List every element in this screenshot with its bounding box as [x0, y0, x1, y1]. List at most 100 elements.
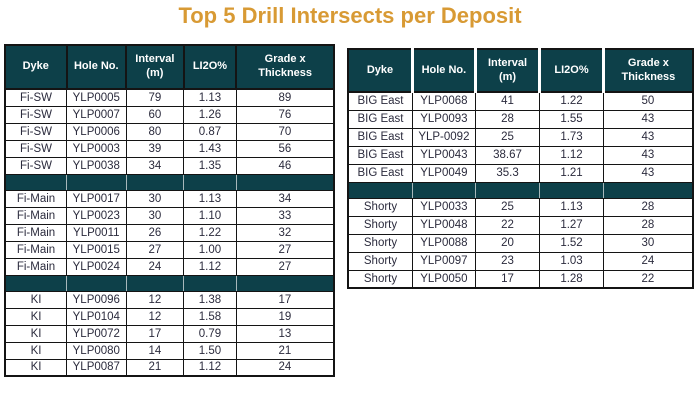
table-row: Fi-SW YLP0006 80 0.87 70 — [4, 122, 335, 141]
table-cell: 76 — [235, 105, 335, 124]
table-row: Shorty YLP0033 25 1.13 28 — [347, 197, 694, 217]
table-cell: KI — [4, 324, 68, 343]
table-cell: 43 — [602, 163, 694, 183]
table-cell: 43 — [602, 145, 694, 165]
column-header: Hole No. — [65, 44, 128, 90]
table-cell: 30 — [602, 233, 694, 253]
table-cell: YLP0023 — [66, 206, 127, 225]
table-cell: YLP0068 — [412, 91, 476, 111]
group-separator-row — [347, 181, 694, 199]
table-cell: 1.26 — [183, 105, 237, 124]
table-cell: Fi-SW — [4, 156, 68, 175]
table-row: Fi-Main YLP0024 24 1.12 27 — [4, 257, 335, 276]
table-cell: 89 — [235, 88, 335, 107]
table-cell: BIG East — [347, 163, 413, 183]
table-cell: 1.13 — [183, 88, 237, 107]
table-row: Fi-SW YLP0003 39 1.43 56 — [4, 139, 335, 158]
table-row: Fi-Main YLP0015 27 1.00 27 — [4, 240, 335, 259]
page-title: Top 5 Drill Intersects per Deposit — [178, 3, 522, 28]
separator-cell — [602, 181, 694, 199]
table-row: BIG East YLP0049 35.3 1.21 43 — [347, 163, 694, 183]
table-cell: BIG East — [347, 127, 413, 147]
table-cell: 22 — [602, 269, 694, 289]
table-cell: 34 — [235, 189, 335, 208]
table-cell: 28 — [602, 215, 694, 235]
table-cell: 1.03 — [539, 251, 604, 271]
table-cell: 12 — [125, 290, 185, 309]
table-cell: KI — [4, 290, 68, 309]
table-cell: 1.10 — [183, 206, 237, 225]
table-row: Shorty YLP0050 17 1.28 22 — [347, 269, 694, 289]
table-cell: YLP0080 — [66, 341, 127, 360]
table-cell: 50 — [602, 91, 694, 111]
table-cell: 0.79 — [183, 324, 237, 343]
separator-cell — [474, 181, 541, 199]
table-cell: 34 — [125, 156, 185, 175]
table-cell: 17 — [235, 290, 335, 309]
table-cell: Fi-Main — [4, 240, 68, 259]
table-row: KI YLP0072 17 0.79 13 — [4, 324, 335, 343]
column-header: Interval (m) — [125, 44, 185, 90]
drill-intersects-table-right: Dyke Hole No. Interval (m) LI2O% Grade x Thi… — [347, 48, 694, 289]
table-cell: YLP0093 — [412, 109, 476, 129]
drill-intersects-table-left: Dyke Hole No. Interval (m) LI2O% Grade x Thi… — [4, 44, 335, 377]
table-cell: YLP0104 — [66, 307, 127, 326]
separator-cell — [412, 181, 476, 199]
table-cell: BIG East — [347, 109, 413, 129]
separator-cell — [347, 181, 413, 199]
table-cell: 46 — [235, 156, 335, 175]
table-cell: 1.58 — [183, 307, 237, 326]
table-cell: YLP0024 — [66, 257, 127, 276]
table-cell: 25 — [474, 127, 541, 147]
table-row: Fi-SW YLP0005 79 1.13 89 — [4, 88, 335, 107]
column-header: Dyke — [347, 48, 414, 93]
table-cell: YLP0007 — [66, 105, 127, 124]
table-row: BIG East YLP0068 41 1.22 50 — [347, 91, 694, 111]
table-cell: Fi-Main — [4, 189, 68, 208]
separator-cell — [4, 173, 68, 191]
table-cell: YLP0011 — [66, 223, 127, 242]
table-cell: BIG East — [347, 91, 413, 111]
separator-cell — [66, 173, 127, 191]
table-cell: YLP0072 — [66, 324, 127, 343]
table-row: BIG East YLP0043 38.67 1.12 43 — [347, 145, 694, 165]
table-cell: 20 — [474, 233, 541, 253]
separator-cell — [183, 274, 237, 292]
table-cell: YLP0087 — [66, 358, 127, 377]
table-cell: 1.55 — [539, 109, 604, 129]
table-cell: YLP0043 — [412, 145, 476, 165]
table-cell: 25 — [474, 197, 541, 217]
table-cell: 30 — [125, 189, 185, 208]
separator-cell — [235, 173, 335, 191]
table-cell: KI — [4, 307, 68, 326]
table-cell: 27 — [125, 240, 185, 259]
table-row: Fi-Main YLP0023 30 1.10 33 — [4, 206, 335, 225]
table-cell: Shorty — [347, 269, 413, 289]
table-cell: YLP0003 — [66, 139, 127, 158]
table-cell: 21 — [125, 358, 185, 377]
table-cell: Fi-SW — [4, 122, 68, 141]
table-cell: YLP0096 — [66, 290, 127, 309]
table-row: Shorty YLP0097 23 1.03 24 — [347, 251, 694, 271]
table-cell: 1.50 — [183, 341, 237, 360]
table-cell: 43 — [602, 109, 694, 129]
table-cell: 43 — [602, 127, 694, 147]
table-cell: 17 — [474, 269, 541, 289]
table-cell: 33 — [235, 206, 335, 225]
separator-cell — [125, 173, 185, 191]
table-cell: 24 — [235, 358, 335, 377]
table-row: Fi-Main YLP0011 26 1.22 32 — [4, 223, 335, 242]
table-cell: 1.38 — [183, 290, 237, 309]
table-cell: YLP0097 — [412, 251, 476, 271]
table-cell: 24 — [602, 251, 694, 271]
separator-cell — [125, 274, 185, 292]
table-cell: 24 — [125, 257, 185, 276]
table-cell: Fi-Main — [4, 223, 68, 242]
table-cell: KI — [4, 341, 68, 360]
table-cell: YLP0017 — [66, 189, 127, 208]
column-header: LI2O% — [182, 44, 238, 90]
table-cell: YLP0088 — [412, 233, 476, 253]
table-cell: 17 — [125, 324, 185, 343]
header-row: Dyke Hole No. Interval (m) LI2O% Grade x Thi… — [347, 48, 694, 93]
table-cell: 12 — [125, 307, 185, 326]
